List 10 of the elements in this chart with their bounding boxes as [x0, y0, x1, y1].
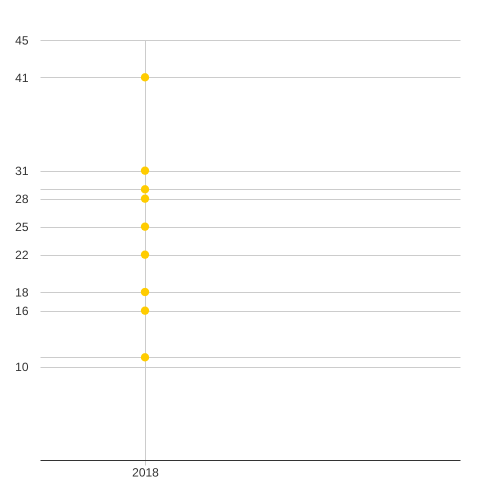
y-tick-label: 25 [15, 220, 29, 234]
y-tick-label: 10 [15, 360, 29, 374]
y-tick-label: 41 [15, 70, 29, 85]
y-tick-label: 22 [15, 248, 29, 262]
y-tick-label: 28 [15, 192, 29, 206]
y-tick-label: 45 [15, 34, 29, 48]
y-tick-label: 31 [15, 164, 29, 178]
y-tick-label: 16 [15, 304, 29, 318]
y-tick-label: 18 [15, 286, 29, 300]
x-tick-label: 2018 [132, 466, 160, 480]
